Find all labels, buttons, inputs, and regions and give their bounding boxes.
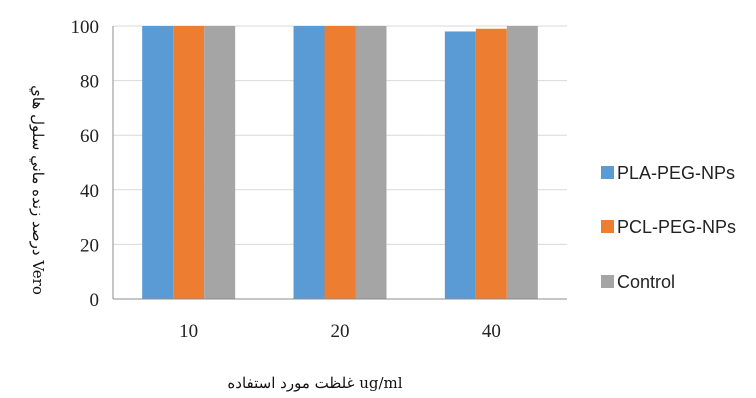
y-tick-label: 60: [80, 126, 99, 147]
bar: [173, 26, 204, 299]
bar: [356, 26, 387, 299]
y-tick-labels: 0 20 40 60 80 100: [71, 17, 100, 311]
y-tick-label: 100: [71, 17, 100, 38]
x-axis-title: غلظت مورد استفاده ug/ml: [227, 374, 402, 392]
bars: [142, 26, 538, 299]
x-tick-labels: 10 20 40: [179, 321, 501, 342]
bar: [445, 31, 476, 299]
legend-label: PLA-PEG-NPs: [617, 163, 735, 183]
y-tick-label: 80: [80, 72, 99, 93]
bar: [294, 26, 325, 299]
y-tick-label: 20: [80, 235, 99, 256]
legend-label: PCL-PEG-NPs: [617, 217, 736, 237]
y-tick-label: 40: [80, 181, 99, 202]
x-tick-label: 20: [331, 321, 350, 342]
legend: PLA-PEG-NPs PCL-PEG-NPs Control: [601, 163, 736, 292]
bar: [507, 26, 538, 299]
bar: [476, 29, 507, 299]
legend-swatch: [601, 275, 614, 288]
x-tick-label: 40: [482, 321, 501, 342]
y-axis-title: درصد زنده ماني سلول هاي Vero: [29, 85, 47, 295]
bar: [204, 26, 235, 299]
legend-swatch: [601, 220, 614, 233]
bar: [325, 26, 356, 299]
legend-label: Control: [617, 272, 675, 292]
y-tick-label: 0: [90, 290, 100, 311]
x-tick-label: 10: [179, 321, 198, 342]
bar: [142, 26, 173, 299]
legend-swatch: [601, 166, 614, 179]
